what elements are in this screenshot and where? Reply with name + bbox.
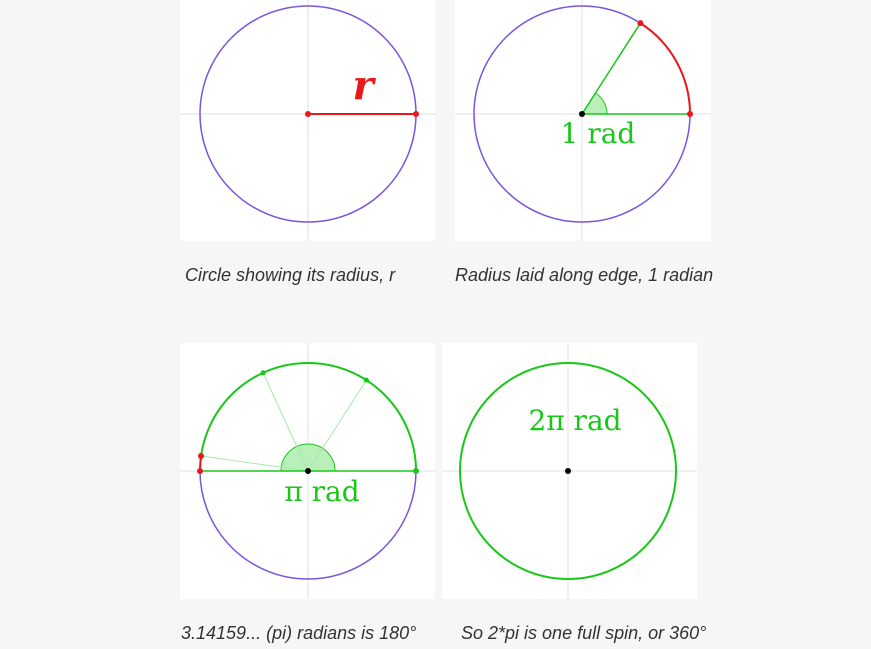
left-point bbox=[197, 468, 203, 474]
panel-radius: r bbox=[180, 0, 435, 241]
radian-label: 1 rad bbox=[561, 117, 636, 150]
center-point bbox=[579, 111, 585, 117]
lower-semicircle bbox=[199, 470, 417, 580]
radius-1 bbox=[307, 379, 367, 472]
radius-3 bbox=[200, 455, 309, 472]
full-circle bbox=[459, 362, 677, 580]
one-radian-diagram: 1 rad bbox=[455, 0, 711, 241]
caption-pi-radians: 3.14159... (pi) radians is 180° bbox=[181, 623, 417, 643]
edge-point bbox=[687, 111, 693, 117]
point-3 bbox=[198, 453, 204, 459]
radius-diagram: r bbox=[180, 0, 435, 241]
point-2 bbox=[260, 370, 266, 376]
edge-point bbox=[413, 111, 419, 117]
arc-length bbox=[639, 22, 691, 115]
angle-wedge bbox=[280, 443, 336, 472]
angled-radius bbox=[581, 22, 642, 115]
right-point bbox=[413, 468, 419, 474]
point-1 bbox=[363, 377, 369, 383]
caption-radius: Circle showing its radius, r bbox=[185, 265, 396, 285]
radius-label: r bbox=[352, 62, 376, 109]
upper-semicircle bbox=[199, 362, 417, 472]
angle-wedge bbox=[581, 92, 608, 115]
radius-2 bbox=[262, 372, 309, 472]
center-point bbox=[305, 468, 311, 474]
caption-two-pi-radians: So 2*pi is one full spin, or 360° bbox=[461, 623, 707, 643]
center-point bbox=[305, 111, 311, 117]
panel-pi-radians: π rad bbox=[180, 343, 435, 599]
panel-two-pi-radians: 2π rad bbox=[442, 343, 697, 599]
panel-one-radian: 1 rad bbox=[455, 0, 711, 241]
pi-radian-label: π rad bbox=[284, 475, 359, 508]
caption-one-radian: Radius laid along edge, 1 radian bbox=[455, 265, 714, 285]
arc-end-point bbox=[637, 20, 644, 27]
two-pi-radian-label: 2π rad bbox=[528, 404, 621, 437]
two-pi-radians-diagram: 2π rad bbox=[442, 343, 697, 599]
center-point bbox=[565, 468, 571, 474]
pi-radians-diagram: π rad bbox=[180, 343, 435, 599]
